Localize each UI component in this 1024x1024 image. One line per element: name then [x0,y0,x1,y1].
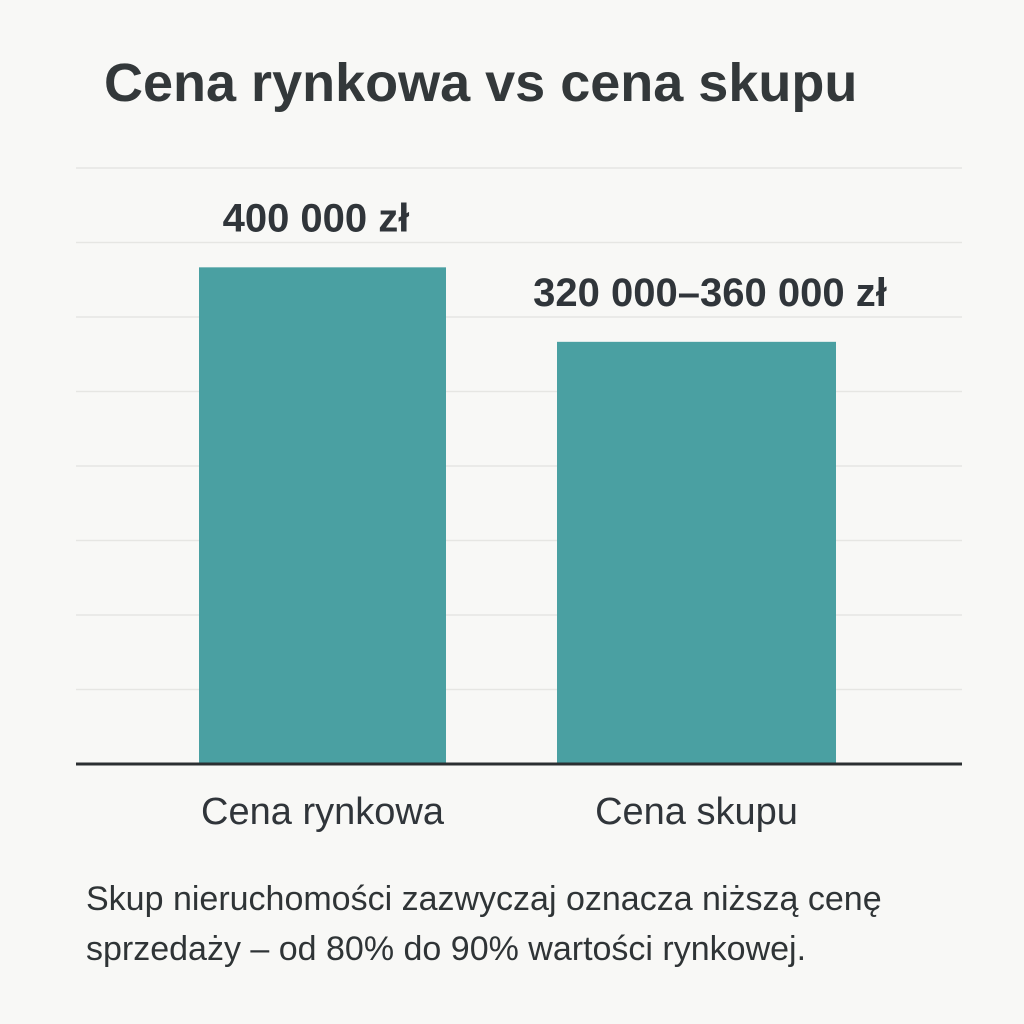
category-label: Cena skupu [595,791,798,833]
chart-caption: Skup nieruchomości zazwyczaj oznacza niż… [86,880,882,968]
data-label: 320 000–360 000 zł [533,271,887,315]
bars [199,267,836,764]
bar-cena-rynkowa [199,267,446,764]
chart-title: Cena rynkowa vs cena skupu [104,53,858,113]
data-labels: 400 000 zł 320 000–360 000 zł [223,196,887,315]
data-label: 400 000 zł [223,196,410,240]
category-label: Cena rynkowa [201,791,445,833]
bar-cena-skupu [557,341,836,764]
category-labels: Cena rynkowa Cena skupu [201,791,798,833]
bar-chart: 400 000 zł 320 000–360 000 zł Cena rynkow… [76,167,962,833]
